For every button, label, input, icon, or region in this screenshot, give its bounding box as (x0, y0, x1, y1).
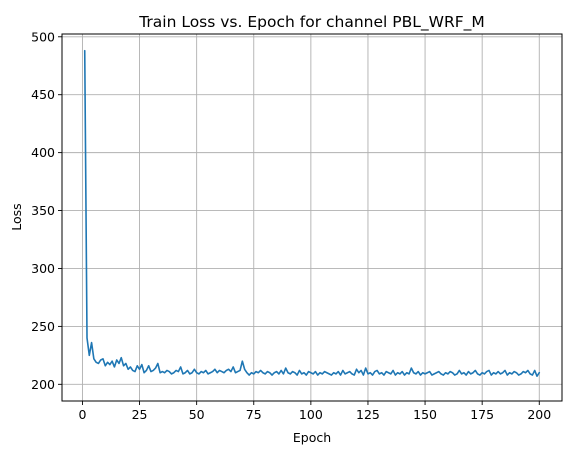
y-tick-label: 450 (31, 87, 55, 102)
grid-lines (62, 34, 562, 401)
ticks: 0 25 50 75 100 125 150 175 200 200 250 300 350 400 450… (31, 29, 551, 422)
series-layer (83, 49, 541, 378)
x-tick-label: 200 (527, 407, 551, 422)
x-tick-label: 100 (299, 407, 323, 422)
plot-frame (61, 33, 563, 402)
x-axis-label: Epoch (293, 430, 331, 445)
x-tick-label: 150 (413, 407, 437, 422)
x-tick-label: 0 (78, 407, 86, 422)
loss-series-line (83, 49, 541, 378)
x-tick-label: 125 (356, 407, 380, 422)
y-tick-label: 250 (31, 319, 55, 334)
x-tick-label: 175 (470, 407, 494, 422)
x-tick-label: 75 (246, 407, 262, 422)
y-tick-label: 350 (31, 203, 55, 218)
chart-title: Train Loss vs. Epoch for channel PBL_WRF… (138, 13, 485, 32)
y-tick-label: 200 (31, 377, 55, 392)
y-tick-label: 300 (31, 261, 55, 276)
y-tick-label: 400 (31, 145, 55, 160)
y-tick-label: 500 (31, 29, 55, 44)
y-axis-label: Loss (9, 203, 24, 230)
x-tick-label: 25 (132, 407, 148, 422)
x-tick-label: 50 (189, 407, 205, 422)
